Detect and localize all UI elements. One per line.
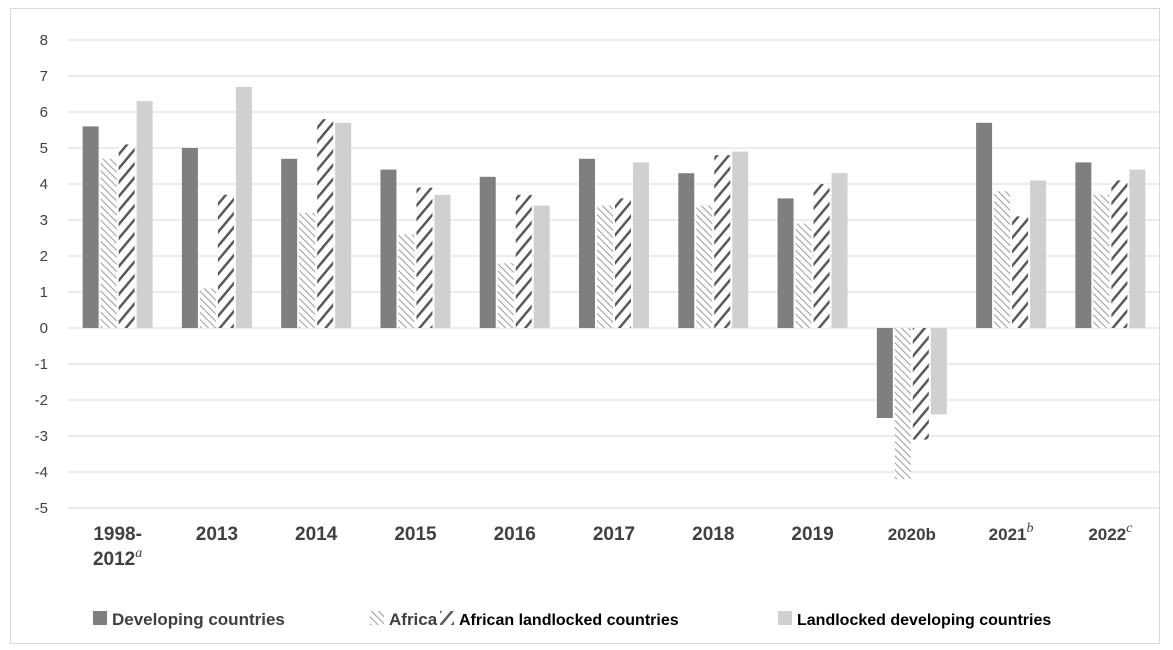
bar-africa xyxy=(497,263,514,328)
bar-african-landlocked-countries xyxy=(217,194,234,328)
legend-label-africa: Africa xyxy=(389,610,438,629)
y-axis-ticks: -5 -4 -3 -2 -1 0 1 2 3 4 5 6 7 8 xyxy=(35,32,48,517)
bar-developing-countries xyxy=(579,158,595,328)
y-tick-label: -3 xyxy=(35,428,48,445)
x-tick-label: 2022c xyxy=(1088,521,1133,544)
bar-landlocked-developing-countries xyxy=(136,101,153,328)
x-tick-label: 2016 xyxy=(494,524,536,545)
x-tick-label: 2015 xyxy=(394,524,437,545)
x-tick-label: 2013 xyxy=(196,524,238,545)
bar-africa xyxy=(1093,194,1110,328)
x-tick-label: 2014 xyxy=(295,524,338,545)
bar-african-landlocked-countries xyxy=(1111,180,1128,328)
y-tick-label: -4 xyxy=(35,464,48,481)
y-tick-label: -5 xyxy=(35,500,48,517)
bar-african-landlocked-countries xyxy=(714,155,731,328)
bar-africa xyxy=(199,288,216,328)
y-tick-label: 0 xyxy=(40,320,48,337)
bar-landlocked-developing-countries xyxy=(533,205,550,328)
legend-label-developing-countries: Developing countries xyxy=(112,610,285,629)
bar-africa xyxy=(299,212,316,328)
legend-swatch-africa xyxy=(370,611,384,625)
bar-developing-countries xyxy=(82,126,99,329)
y-tick-label: 2 xyxy=(40,248,48,265)
bar-africa xyxy=(100,158,117,328)
bar-africa xyxy=(597,205,613,328)
bars xyxy=(82,86,1146,480)
bar-landlocked-developing-countries xyxy=(1030,180,1047,328)
y-tick-label: -2 xyxy=(35,392,48,409)
bar-landlocked-developing-countries xyxy=(930,328,947,415)
bar-african-landlocked-countries xyxy=(416,187,433,328)
bar-developing-countries xyxy=(380,169,397,328)
bar-developing-countries xyxy=(281,158,298,328)
bar-africa xyxy=(994,191,1011,328)
bar-african-landlocked-countries xyxy=(813,184,830,328)
bar-landlocked-developing-countries xyxy=(633,162,649,328)
bar-landlocked-developing-countries xyxy=(831,173,848,328)
x-tick-label: 2018 xyxy=(692,524,734,545)
y-tick-label: 4 xyxy=(40,176,48,193)
y-tick-label: 1 xyxy=(40,284,48,301)
x-tick-label: 2019 xyxy=(791,524,833,545)
bar-developing-countries xyxy=(777,198,794,328)
bar-africa xyxy=(894,328,911,480)
legend-swatch-landlocked-developing-countries xyxy=(778,611,792,625)
bar-africa xyxy=(398,234,415,328)
bar-african-landlocked-countries xyxy=(317,119,334,328)
bar-landlocked-developing-countries xyxy=(1129,169,1146,328)
legend-label-african-landlocked-countries: African landlocked countries xyxy=(459,612,679,629)
bar-africa xyxy=(696,205,713,328)
bar-developing-countries xyxy=(976,122,993,328)
bar-african-landlocked-countries xyxy=(118,144,135,328)
bar-african-landlocked-countries xyxy=(1012,216,1029,328)
legend-label-landlocked-developing-countries: Landlocked developing countries xyxy=(797,612,1051,629)
x-tick-label: 2020b xyxy=(888,525,936,544)
x-tick-label: 2017 xyxy=(593,524,635,545)
x-axis-ticks: 1998-2012a 2013 2014 2015 2016 2017 2018 2019 20… xyxy=(93,521,1133,570)
bar-landlocked-developing-countries xyxy=(732,151,749,328)
y-tick-label: 8 xyxy=(40,32,48,49)
y-tick-label: 6 xyxy=(40,104,48,121)
bar-landlocked-developing-countries xyxy=(335,122,352,328)
bar-developing-countries xyxy=(1075,162,1092,328)
y-tick-label: -1 xyxy=(35,356,48,373)
bar-africa xyxy=(795,223,812,328)
bar-developing-countries xyxy=(479,176,496,328)
bar-developing-countries xyxy=(181,148,198,328)
legend: Developing countries Africa African landlo… xyxy=(93,610,1051,629)
y-tick-label: 3 xyxy=(40,212,48,229)
x-tick-label: 2021b xyxy=(989,521,1034,544)
x-tick-label: 1998-2012a xyxy=(93,524,142,570)
y-tick-label: 7 xyxy=(40,68,48,85)
y-tick-label: 5 xyxy=(40,140,48,157)
legend-swatch-african-landlocked-countries xyxy=(440,611,454,625)
bar-landlocked-developing-countries xyxy=(235,86,252,328)
bar-african-landlocked-countries xyxy=(515,194,532,328)
bar-developing-countries xyxy=(876,328,893,418)
bar-developing-countries xyxy=(678,173,695,328)
bar-african-landlocked-countries xyxy=(912,328,929,440)
legend-swatch-developing-countries xyxy=(93,611,107,625)
bar-landlocked-developing-countries xyxy=(434,194,451,328)
bar-african-landlocked-countries xyxy=(615,198,631,328)
